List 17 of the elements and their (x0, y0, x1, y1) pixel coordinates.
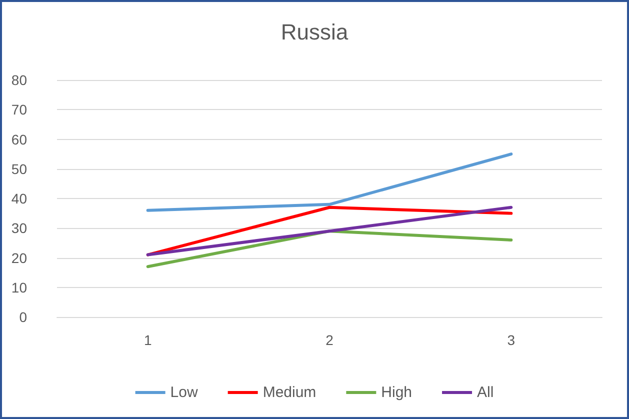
x-tick-label: 2 (326, 332, 334, 348)
legend-label: Low (170, 384, 198, 401)
y-tick-label: 50 (11, 160, 28, 177)
y-tick-label: 20 (11, 250, 28, 266)
y-tick-label: 40 (11, 190, 28, 206)
x-tick-label: 3 (507, 332, 516, 348)
y-tick-label: 60 (11, 131, 28, 148)
y-tick-label: 30 (11, 220, 28, 236)
y-tick-label: 10 (11, 279, 28, 296)
y-tick-label: 0 (19, 309, 28, 325)
x-tick-label: 1 (144, 332, 152, 348)
legend-label: Medium (262, 384, 316, 401)
y-tick-label: 80 (11, 72, 28, 88)
y-tick-label: 70 (11, 102, 28, 118)
legend-label: High (381, 384, 412, 401)
chart-title: Russia (280, 20, 349, 44)
legend-label: All (477, 384, 494, 401)
